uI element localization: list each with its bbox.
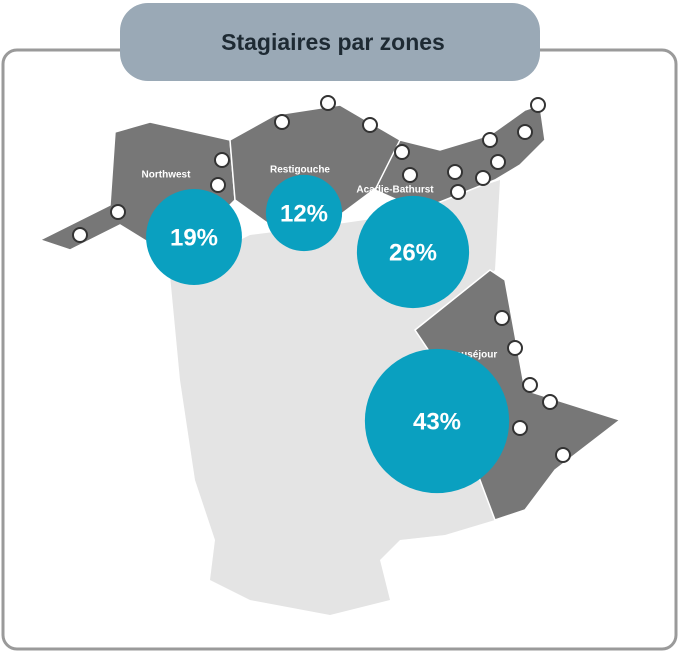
site-icon <box>447 164 463 180</box>
site-icon <box>72 227 88 243</box>
region-label: Northwest <box>142 170 192 181</box>
bubble-label: 43% <box>413 408 461 435</box>
site-icon <box>214 152 230 168</box>
site-icon <box>530 97 546 113</box>
site-icon <box>362 117 378 133</box>
site-icon <box>394 144 410 160</box>
site-icon <box>494 310 510 326</box>
site-icon <box>512 420 528 436</box>
bubble <box>356 195 470 309</box>
site-icon <box>555 447 571 463</box>
site-icon <box>110 204 126 220</box>
bubble-label: 12% <box>280 200 328 227</box>
site-icon <box>402 167 418 183</box>
region-label: Beauséjour <box>443 350 498 361</box>
site-icon <box>507 340 523 356</box>
bubble-label: 19% <box>170 224 218 251</box>
site-icon <box>450 184 466 200</box>
site-icon <box>517 124 533 140</box>
bubble <box>146 189 242 285</box>
title: Stagiaires par zones <box>221 29 445 55</box>
site-icon <box>274 114 290 130</box>
region-label: Acadie-Bathurst <box>356 185 434 196</box>
bubble <box>265 174 343 252</box>
site-icon <box>475 170 491 186</box>
site-icon <box>320 95 336 111</box>
bubble <box>364 348 510 494</box>
title-tab <box>120 3 540 81</box>
site-icon <box>522 377 538 393</box>
site-icon <box>210 177 226 193</box>
site-icon <box>490 154 506 170</box>
site-icon <box>542 394 558 410</box>
bubble-label: 26% <box>389 239 437 266</box>
site-icon <box>482 132 498 148</box>
map-layer: Northwest Restigouche Acadie-Bathurst Beaus… <box>72 95 571 494</box>
region-label: Restigouche <box>270 165 330 176</box>
